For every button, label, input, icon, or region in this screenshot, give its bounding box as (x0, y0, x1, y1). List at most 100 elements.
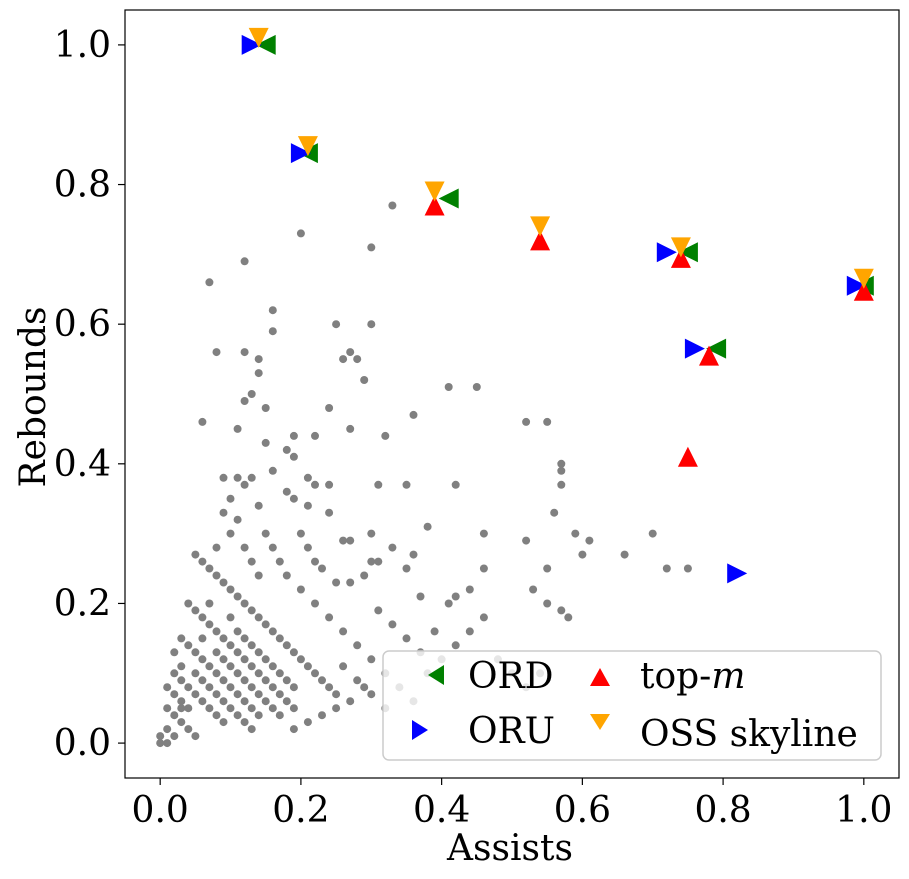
background-point-234 (226, 704, 235, 713)
background-point-212 (240, 634, 249, 643)
background-point-127 (184, 641, 193, 650)
background-point-151 (163, 725, 172, 734)
background-point-114 (212, 627, 221, 636)
y-tick-label-5: 1.0 (54, 25, 111, 66)
background-point-27 (311, 431, 319, 440)
background-point-76 (416, 592, 425, 601)
background-point-221 (219, 655, 228, 664)
background-point-103 (289, 648, 298, 657)
background-point-231 (205, 683, 214, 692)
background-point-187 (402, 634, 411, 643)
background-point-205 (212, 543, 221, 552)
plot-frame (124, 9, 900, 779)
background-point-153 (156, 739, 165, 748)
x-tick-label-2: 0.4 (413, 790, 470, 831)
background-point-110 (184, 599, 193, 608)
background-point-41 (233, 473, 242, 482)
legend-topm-marker (590, 668, 610, 686)
background-point-198 (367, 690, 376, 699)
background-point-133 (226, 683, 235, 692)
background-point-71 (543, 599, 552, 608)
background-point-229 (275, 711, 284, 720)
background-point-64 (683, 564, 692, 573)
background-point-210 (226, 613, 235, 622)
background-point-66 (522, 536, 531, 545)
background-point-99 (261, 620, 270, 629)
background-point-87 (332, 578, 341, 587)
oru-point-4 (846, 275, 867, 296)
background-point-147 (170, 711, 179, 720)
background-point-16 (360, 376, 369, 384)
ord-point-3 (677, 242, 698, 263)
background-point-33 (557, 459, 566, 468)
background-point-111 (191, 606, 200, 615)
background-point-225 (247, 683, 256, 692)
legend: ORD ORU top-m OSS skyline (382, 650, 882, 761)
background-point-131 (212, 669, 221, 678)
oru-point-3 (684, 338, 705, 359)
legend-oss-marker (590, 714, 610, 730)
background-point-95 (233, 592, 242, 601)
background-point-115 (219, 634, 228, 643)
background-point-84 (388, 543, 397, 552)
background-point-119 (247, 662, 256, 671)
background-point-162 (275, 557, 284, 566)
background-point-143 (205, 704, 214, 713)
background-point-102 (282, 641, 291, 650)
background-point-19 (240, 397, 249, 405)
background-point-116 (226, 641, 235, 650)
background-point-202 (254, 571, 263, 580)
background-point-80 (346, 536, 355, 545)
background-point-218 (282, 676, 291, 685)
background-point-165 (311, 557, 319, 566)
background-point-44 (303, 473, 312, 482)
background-point-137 (254, 711, 263, 720)
background-point-122 (268, 683, 277, 692)
background-point-28 (346, 424, 355, 433)
background-point-18 (472, 383, 481, 391)
background-point-31 (522, 417, 531, 426)
background-point-20 (247, 390, 256, 398)
background-point-107 (318, 676, 326, 685)
background-point-57 (479, 529, 488, 538)
background-point-201 (247, 557, 256, 566)
background-point-140 (184, 683, 193, 692)
background-point-48 (402, 480, 411, 489)
background-point-40 (219, 473, 228, 482)
y-tick-label-1: 0.2 (54, 583, 111, 624)
background-point-135 (240, 697, 249, 706)
background-point-112 (198, 613, 207, 622)
y-axis-title: Rebounds (13, 306, 54, 487)
background-point-226 (254, 690, 263, 699)
ord-point-4 (706, 338, 727, 359)
background-point-132 (219, 676, 228, 685)
x-tick-label-1: 0.2 (272, 790, 329, 831)
x-axis-title: Assists (446, 828, 573, 869)
legend-topm-label: top-m (640, 656, 746, 697)
background-point-78 (409, 550, 418, 559)
background-point-21 (261, 404, 270, 412)
top-m-point-3 (699, 345, 719, 366)
background-point-74 (444, 599, 453, 608)
background-point-1 (296, 229, 305, 238)
background-point-155 (156, 732, 165, 741)
background-point-169 (325, 613, 334, 622)
background-point-54 (303, 501, 312, 510)
legend-oru-marker (412, 720, 428, 740)
background-point-220 (212, 648, 221, 657)
oss-skyline-point-2 (424, 181, 445, 202)
background-point-217 (275, 669, 284, 678)
background-point-101 (275, 634, 284, 643)
background-point-73 (564, 613, 573, 622)
background-point-70 (529, 585, 538, 594)
background-point-170 (339, 627, 348, 636)
background-point-238 (177, 662, 186, 671)
background-point-121 (261, 676, 270, 685)
background-point-185 (374, 606, 383, 615)
y-tick-label-3: 0.6 (54, 304, 111, 345)
background-point-219 (289, 683, 298, 692)
background-point-142 (198, 697, 207, 706)
background-point-94 (226, 585, 235, 594)
background-point-193 (318, 711, 326, 720)
